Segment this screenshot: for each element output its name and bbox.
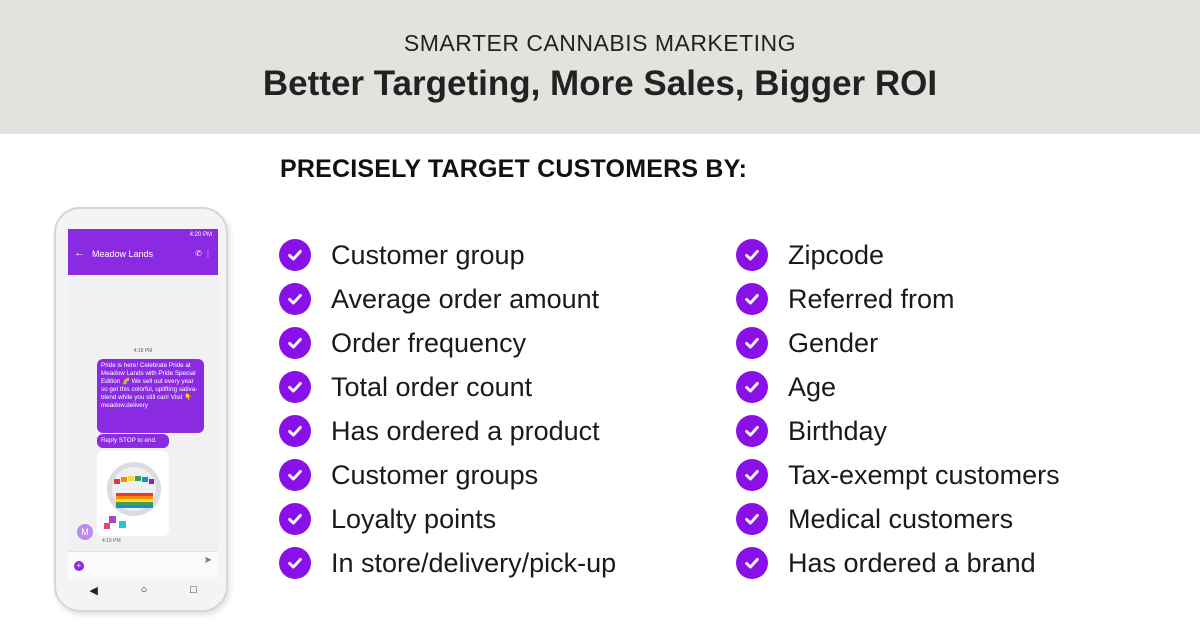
- message-timestamp: 4:15 PM: [102, 538, 121, 544]
- criteria-item: Birthday: [736, 409, 1060, 453]
- check-icon: [736, 239, 768, 271]
- criteria-label: Loyalty points: [331, 503, 497, 534]
- contact-name: Meadow Lands: [92, 249, 154, 259]
- check-icon: [279, 327, 311, 359]
- criteria-item: Has ordered a brand: [736, 541, 1060, 585]
- criteria-label: Total order count: [331, 371, 533, 402]
- check-icon: [279, 239, 311, 271]
- check-icon: [736, 415, 768, 447]
- message-composer: + ➤: [68, 551, 218, 579]
- phone-call-icon: ✆ ⋮: [195, 249, 212, 258]
- criteria-item: Loyalty points: [279, 497, 616, 541]
- criteria-item: Average order amount: [279, 277, 616, 321]
- criteria-label: Gender: [788, 327, 879, 358]
- avatar: M: [77, 524, 93, 540]
- criteria-label: Tax-exempt customers: [788, 459, 1060, 490]
- header-kicker: SMARTER CANNABIS MARKETING: [403, 30, 797, 56]
- message-bubble: Pride is here! Celebrate Pride at Meadow…: [97, 359, 204, 433]
- header-headline: Better Targeting, More Sales, Bigger ROI: [262, 64, 938, 103]
- check-icon: [736, 459, 768, 491]
- criteria-label: Referred from: [788, 283, 955, 314]
- check-icon: [279, 415, 311, 447]
- criteria-label: Medical customers: [788, 503, 1014, 534]
- criteria-label: Has ordered a brand: [788, 547, 1036, 578]
- check-icon: [279, 547, 311, 579]
- criteria-item: Tax-exempt customers: [736, 453, 1060, 497]
- check-icon: [736, 327, 768, 359]
- check-icon: [736, 547, 768, 579]
- criteria-label: Has ordered a product: [331, 415, 600, 446]
- check-icon: [279, 371, 311, 403]
- home-circle-icon: ○: [140, 584, 148, 596]
- check-icon: [279, 459, 311, 491]
- check-icon: [736, 503, 768, 535]
- product-image: [97, 451, 169, 536]
- right-criteria-list: Zipcode Referred from Gender Age Birthda…: [736, 233, 1060, 585]
- criteria-label: Customer groups: [331, 459, 539, 490]
- add-icon: +: [74, 561, 84, 571]
- check-icon: [736, 371, 768, 403]
- left-criteria-list: Customer group Average order amount Orde…: [279, 233, 616, 585]
- phone-mockup: 4:20 PM ← Meadow Lands ✆ ⋮ 4:18 PM Pride…: [54, 207, 228, 612]
- criteria-label: Order frequency: [331, 327, 527, 358]
- criteria-item: Medical customers: [736, 497, 1060, 541]
- check-icon: [279, 283, 311, 315]
- check-icon: [736, 283, 768, 315]
- criteria-item: Zipcode: [736, 233, 1060, 277]
- back-arrow-icon: ←: [74, 247, 85, 259]
- message-timestamp: 4:18 PM: [133, 348, 153, 354]
- criteria-item: Total order count: [279, 365, 616, 409]
- criteria-label: Zipcode: [788, 239, 885, 270]
- stop-message-bubble: Reply STOP to end.: [97, 434, 169, 448]
- back-triangle-icon: ◀: [89, 584, 98, 597]
- send-icon: ➤: [203, 555, 212, 566]
- criteria-item: In store/delivery/pick-up: [279, 541, 616, 585]
- status-time: 4:20 PM: [189, 232, 212, 238]
- criteria-item: Customer groups: [279, 453, 616, 497]
- recents-square-icon: □: [189, 584, 197, 596]
- header-banner: SMARTER CANNABIS MARKETING Better Target…: [0, 0, 1200, 134]
- criteria-label: Average order amount: [331, 283, 600, 314]
- criteria-item: Referred from: [736, 277, 1060, 321]
- phone-screen: 4:20 PM ← Meadow Lands ✆ ⋮ 4:18 PM Pride…: [68, 229, 218, 579]
- criteria-label: Age: [788, 371, 837, 402]
- criteria-label: Birthday: [788, 415, 888, 446]
- criteria-item: Order frequency: [279, 321, 616, 365]
- check-icon: [279, 503, 311, 535]
- phone-nav-bar: ◀ ○ □: [68, 579, 218, 601]
- section-title: PRECISELY TARGET CUSTOMERS BY:: [280, 155, 748, 183]
- criteria-label: Customer group: [331, 239, 525, 270]
- criteria-item: Customer group: [279, 233, 616, 277]
- criteria-item: Gender: [736, 321, 1060, 365]
- criteria-item: Has ordered a product: [279, 409, 616, 453]
- criteria-item: Age: [736, 365, 1060, 409]
- messaging-app-bar: 4:20 PM ← Meadow Lands ✆ ⋮: [68, 229, 218, 275]
- criteria-label: In store/delivery/pick-up: [331, 547, 617, 578]
